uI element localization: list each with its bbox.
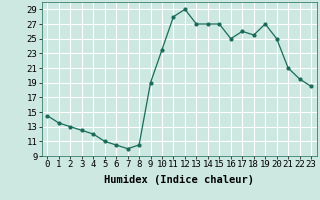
X-axis label: Humidex (Indice chaleur): Humidex (Indice chaleur) [104, 175, 254, 185]
